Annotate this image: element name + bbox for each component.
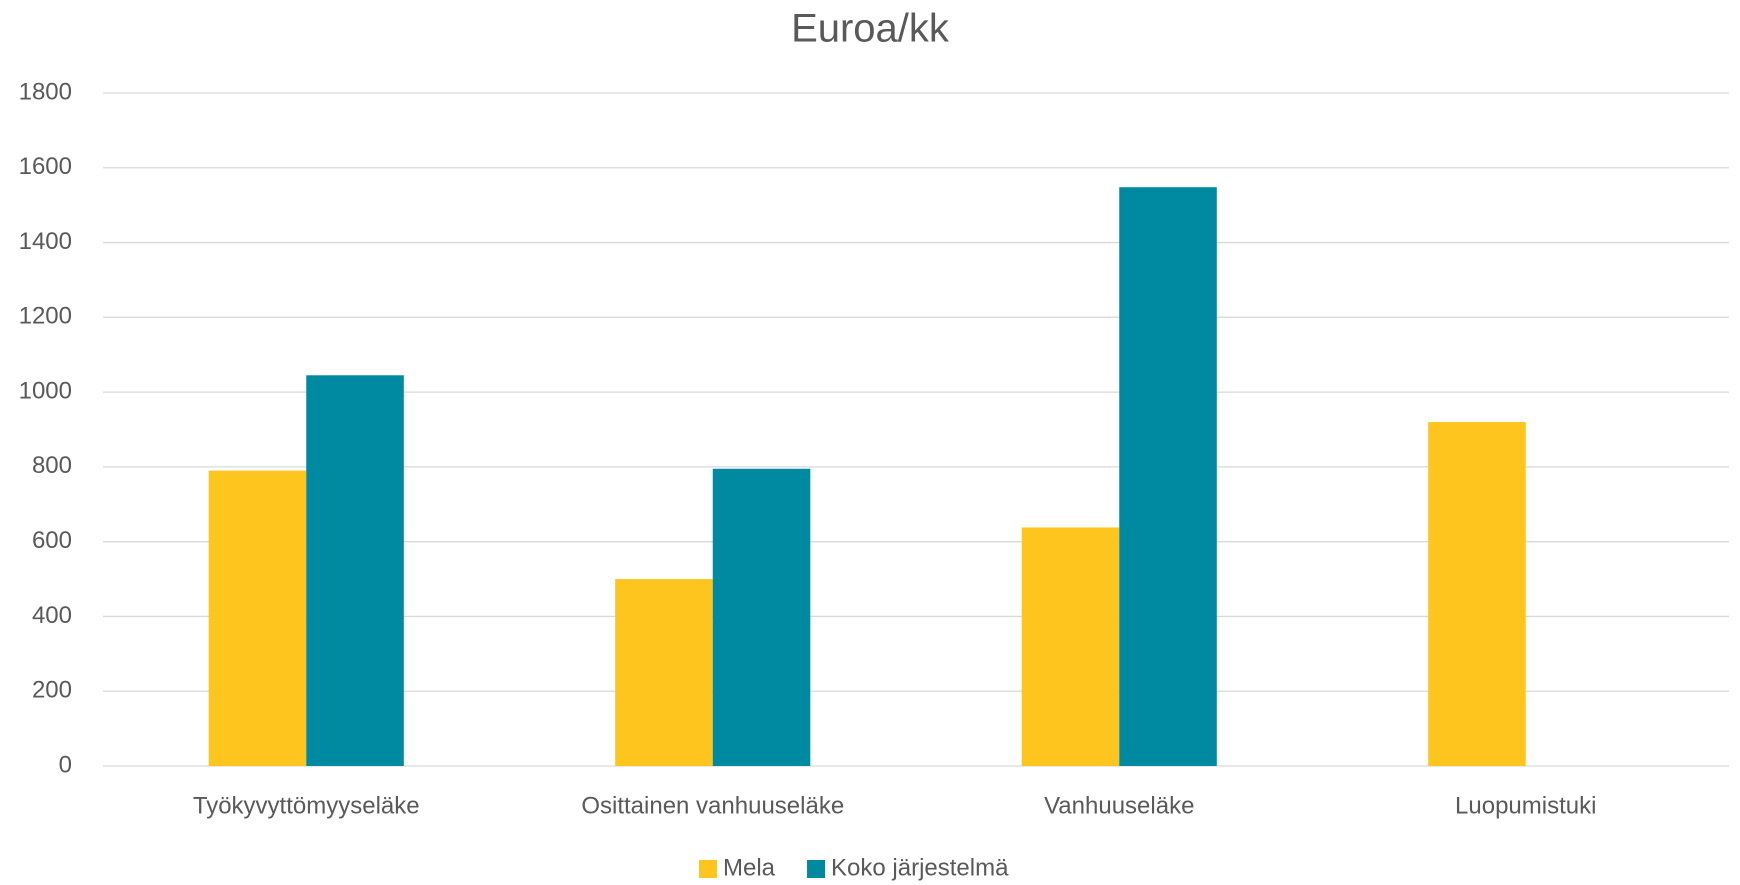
y-tick-label: 1600	[19, 153, 72, 180]
y-tick-label: 200	[32, 677, 72, 704]
y-tick-label: 400	[32, 602, 72, 629]
y-tick-label: 600	[32, 527, 72, 554]
y-tick-label: 1000	[19, 377, 72, 404]
legend-swatch	[807, 860, 826, 878]
bar	[1428, 422, 1526, 766]
legend-label: Mela	[723, 854, 776, 881]
legend-swatch	[699, 860, 717, 878]
bar	[712, 468, 811, 766]
y-tick-label: 1800	[19, 78, 72, 105]
bar	[1021, 527, 1120, 766]
y-tick-label: 800	[32, 452, 72, 479]
y-tick-label: 0	[59, 751, 72, 778]
x-tick-label: Luopumistuki	[1455, 792, 1596, 819]
x-tick-label: Työkyvyttömyyseläke	[193, 792, 420, 819]
legend-label: Koko järjestelmä	[831, 854, 1009, 881]
bar	[306, 375, 404, 766]
y-tick-label: 1200	[19, 303, 72, 330]
bar	[615, 579, 713, 766]
bar	[1119, 187, 1217, 767]
x-tick-label: Osittainen vanhuuseläke	[581, 792, 844, 819]
chart-title: Euroa/kk	[791, 7, 950, 51]
x-tick-label: Vanhuuseläke	[1044, 792, 1194, 819]
bar	[208, 470, 307, 766]
y-tick-label: 1400	[19, 228, 72, 255]
